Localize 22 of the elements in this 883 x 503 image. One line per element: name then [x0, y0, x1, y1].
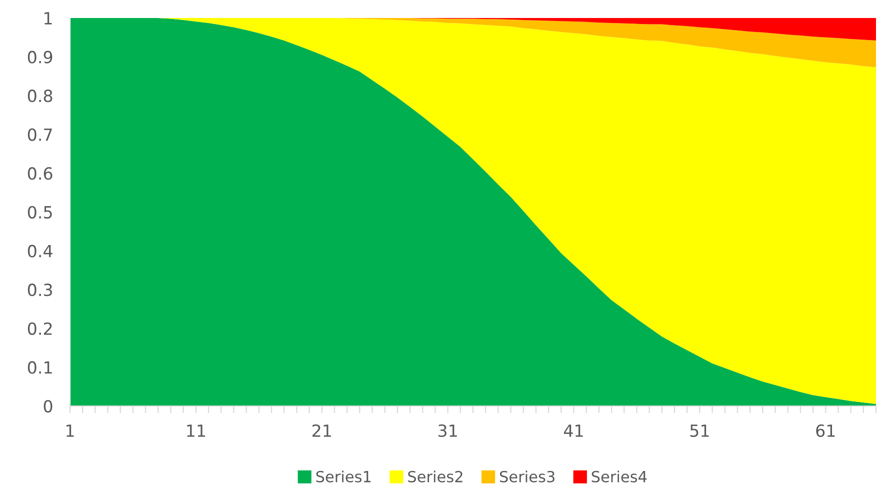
- y-tick-label: 0.6: [28, 167, 52, 180]
- y-tick-label: 0.3: [28, 284, 52, 296]
- x-tick-label: 61: [816, 424, 835, 437]
- y-tick-label: 0.8: [28, 90, 52, 102]
- x-tick-label: 21: [312, 424, 331, 437]
- y-tick-label: 0: [44, 400, 52, 413]
- y-tick-label: 0.2: [28, 322, 52, 335]
- legend-label: Series4: [592, 470, 647, 482]
- y-tick-label: 0.4: [28, 244, 52, 258]
- x-tick-label: 1: [66, 424, 74, 437]
- y-tick-label: 0.7: [28, 128, 52, 141]
- y-tick-label: 0.1: [28, 361, 52, 374]
- legend-label: Series1: [316, 470, 371, 482]
- legend-label: Series3: [500, 470, 554, 482]
- y-tick-label: 0.5: [28, 206, 52, 219]
- y-tick-label: 1: [44, 12, 52, 24]
- x-tick-label: 41: [564, 424, 583, 437]
- x-tick-label: 51: [690, 424, 709, 437]
- legend-label: Series2: [408, 470, 462, 482]
- x-tick-label: 31: [438, 424, 457, 437]
- y-tick-label: 0.9: [28, 50, 52, 64]
- x-tick-label: 11: [187, 424, 205, 437]
